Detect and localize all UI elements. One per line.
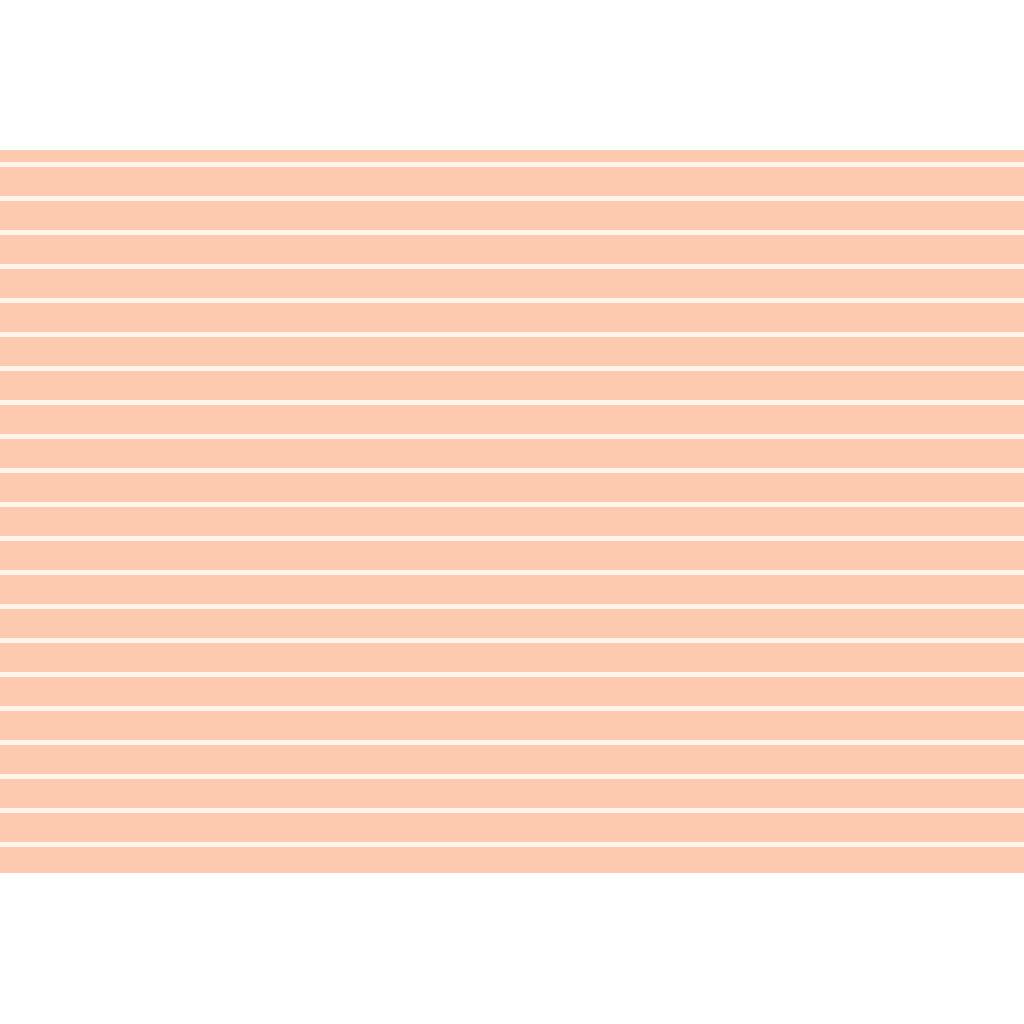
striped-pattern bbox=[0, 150, 1024, 873]
